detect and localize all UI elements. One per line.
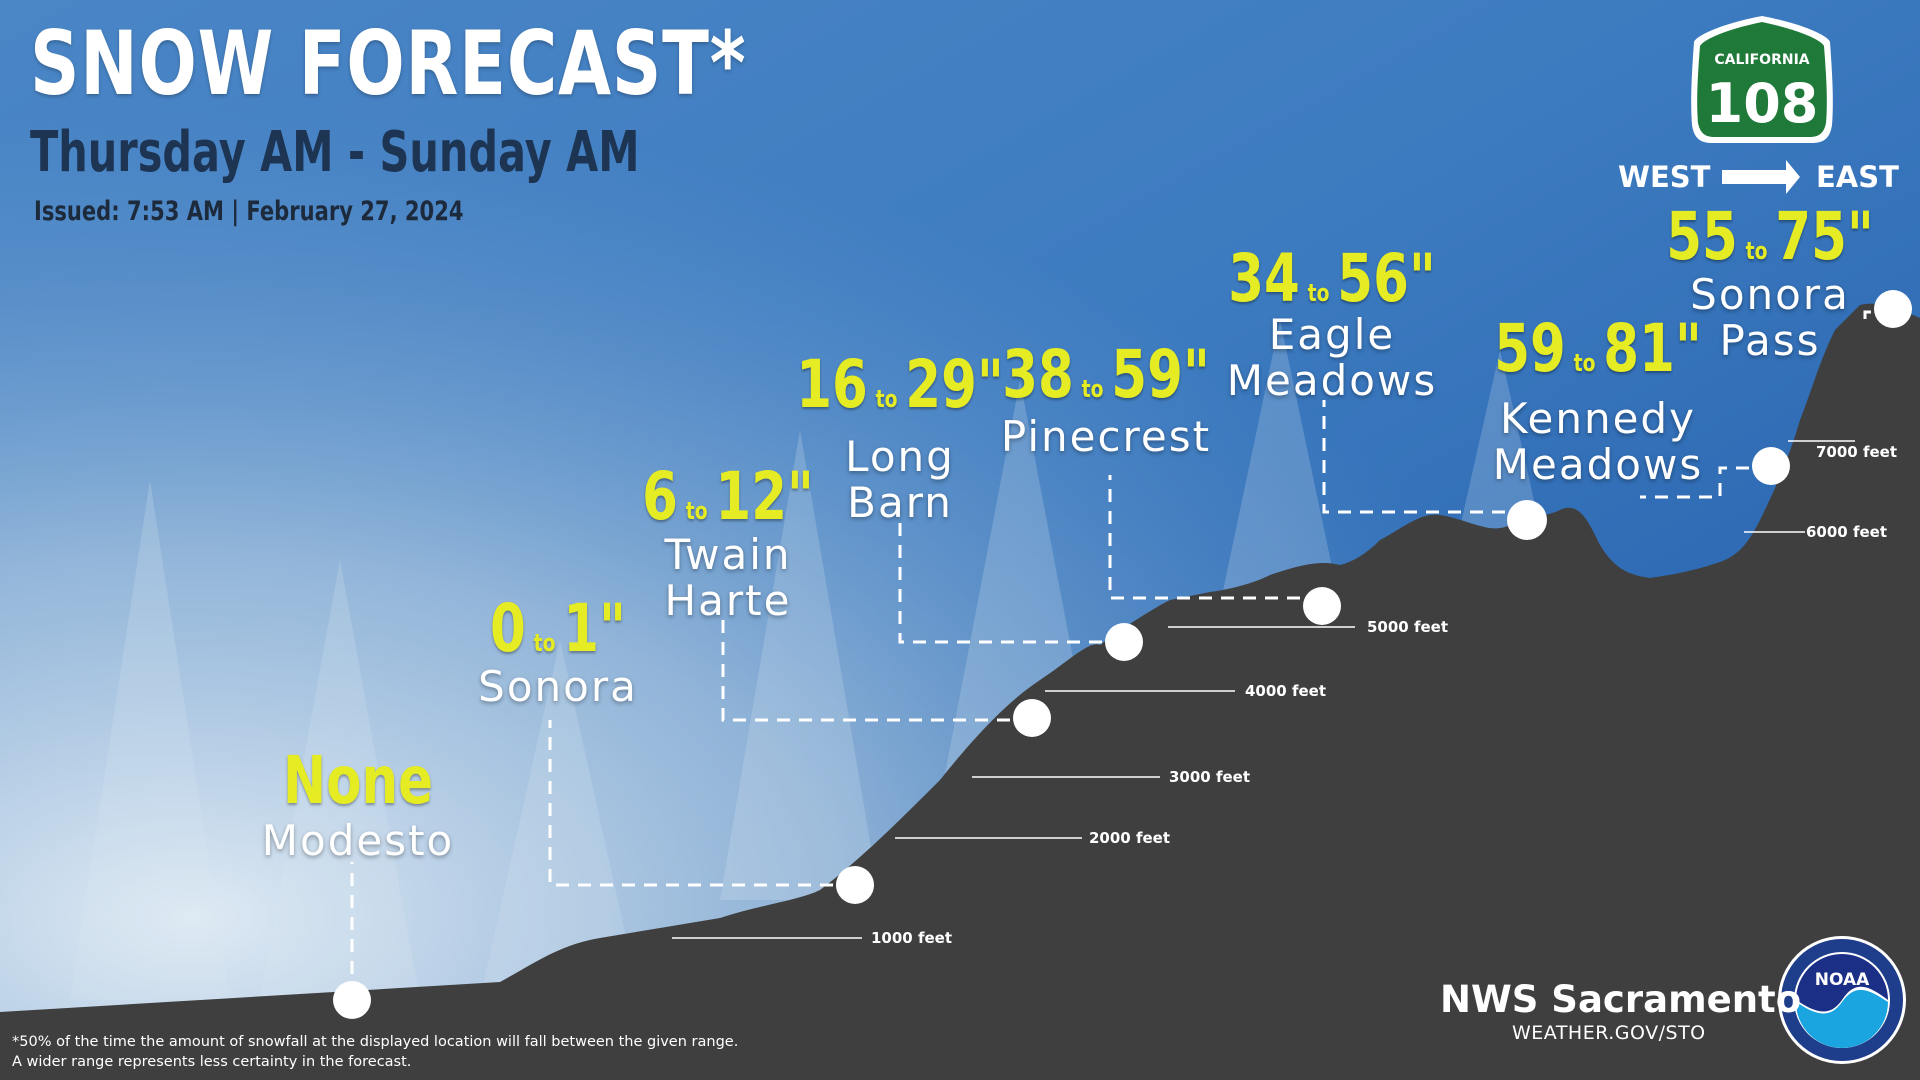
location-name-modesto: Modesto <box>262 818 454 864</box>
noaa-logo-text: NOAA <box>1815 970 1870 990</box>
snow-amount-sonora-pass: 55 to 75" <box>1666 198 1874 275</box>
dot-twain-harte <box>1013 699 1051 737</box>
elevation-label-4000: 4000 feet <box>1245 682 1327 700</box>
snow-amount-low: 6 <box>642 458 678 535</box>
issued-timestamp: Issued: 7:53 AM | February 27, 2024 <box>34 196 464 227</box>
location-name-line: Meadows <box>1492 440 1704 489</box>
snow-amount-low: 38 <box>1002 336 1074 413</box>
snow-amount-to: to <box>1081 375 1104 403</box>
highway-108-shield-icon: CALIFORNIA 108 <box>1691 16 1833 143</box>
location-name-line: Harte <box>664 576 792 625</box>
snow-amount-to: to <box>875 385 898 413</box>
snow-amount-high: 59" <box>1111 336 1210 413</box>
dot-long-barn <box>1105 623 1143 661</box>
location-name-line: Pinecrest <box>1000 412 1212 461</box>
snow-amount-low: 59 <box>1494 310 1566 387</box>
forecast-period: Thursday AM - Sunday AM <box>30 120 640 185</box>
shield-route-number: 108 <box>1706 72 1819 135</box>
direction-arrow-icon <box>1722 160 1800 194</box>
dot-pinecrest <box>1303 587 1341 625</box>
snow-amount-twain-harte: 6 to 12" <box>642 458 814 535</box>
location-name-line: Meadows <box>1226 356 1438 405</box>
snow-amount-value: None <box>282 742 434 819</box>
snow-amount-high: 81" <box>1603 310 1702 387</box>
location-name-sonora-pass: Sonora Pass <box>1690 272 1850 364</box>
location-name-line: Modesto <box>261 816 455 865</box>
elevation-label-6000: 6000 feet <box>1806 523 1888 541</box>
snow-amount-sonora: 0 to 1" <box>490 590 626 667</box>
snow-amount-to: to <box>1307 279 1330 307</box>
snow-amount-high: 1" <box>563 590 626 667</box>
snow-amount-high: 29" <box>905 346 1004 423</box>
dashed-connectors <box>350 310 1893 996</box>
location-name-long-barn: Long Barn <box>845 434 955 526</box>
snow-amount-pinecrest: 38 to 59" <box>1002 336 1210 413</box>
nws-office-name: NWS Sacramento <box>1440 978 1802 1021</box>
location-dots <box>333 290 1912 1019</box>
snow-amount-long-barn: 16 to 29" <box>796 346 1004 423</box>
location-name-line: Barn <box>847 478 953 527</box>
elevation-label-3000: 3000 feet <box>1169 768 1251 786</box>
snow-amount-high: 75" <box>1775 198 1874 275</box>
nws-website-link[interactable]: WEATHER.GOV/STO <box>1512 1022 1706 1044</box>
elevation-label-1000: 1000 feet <box>871 929 953 947</box>
snow-amount-low: 55 <box>1666 198 1738 275</box>
snow-amount-to: to <box>533 629 556 657</box>
location-name-line: Pass <box>1719 316 1821 365</box>
snow-amount-to: to <box>685 497 708 525</box>
terrain-profile <box>0 303 1920 1080</box>
elevation-lines <box>672 440 1855 939</box>
shield-state-text: CALIFORNIA <box>1714 52 1809 68</box>
direction-west-label: WEST <box>1618 160 1711 194</box>
snow-amount-low: 0 <box>490 590 526 667</box>
snow-amount-to: to <box>1573 349 1596 377</box>
footnote-line-2: A wider range represents less certainty … <box>12 1054 412 1070</box>
snow-amount-modesto: None <box>283 742 433 819</box>
snow-amount-to: to <box>1745 237 1768 265</box>
location-name-line: Long <box>845 432 955 481</box>
footnote-line-1: *50% of the time the amount of snowfall … <box>12 1034 739 1050</box>
location-name-eagle-meadows: Eagle Meadows <box>1227 312 1437 404</box>
direction-east-label: EAST <box>1816 160 1899 194</box>
snow-amount-low: 34 <box>1228 240 1300 317</box>
location-name-line: Sonora <box>1690 270 1850 319</box>
location-name-line: Sonora <box>478 662 638 711</box>
elevation-label-2000: 2000 feet <box>1089 829 1171 847</box>
dot-modesto <box>333 981 371 1019</box>
snow-amount-high: 56" <box>1337 240 1436 317</box>
dot-sonora-pass <box>1874 290 1912 328</box>
noaa-logo-icon: NOAA <box>1778 936 1906 1064</box>
location-name-line: Twain <box>664 530 792 579</box>
location-name-line: Kennedy <box>1500 394 1696 443</box>
location-name-sonora: Sonora <box>478 664 638 710</box>
location-name-pinecrest: Pinecrest <box>1001 414 1211 460</box>
snow-amount-eagle-meadows: 34 to 56" <box>1228 240 1436 317</box>
snow-amount-low: 16 <box>796 346 868 423</box>
elevation-label-7000: 7000 feet <box>1816 443 1898 461</box>
elevation-label-5000: 5000 feet <box>1367 618 1449 636</box>
location-name-line: Eagle <box>1268 310 1396 359</box>
footnote: *50% of the time the amount of snowfall … <box>12 1032 738 1072</box>
location-name-twain-harte: Twain Harte <box>664 532 791 624</box>
dot-eagle-meadows <box>1507 500 1547 540</box>
page-title: SNOW FORECAST* <box>30 12 747 115</box>
snow-amount-kennedy-meadows: 59 to 81" <box>1494 310 1702 387</box>
snow-amount-high: 12" <box>715 458 814 535</box>
location-name-kennedy-meadows: Kennedy Meadows <box>1493 396 1703 488</box>
dot-kennedy-meadows <box>1752 447 1790 485</box>
dot-sonora <box>836 866 874 904</box>
